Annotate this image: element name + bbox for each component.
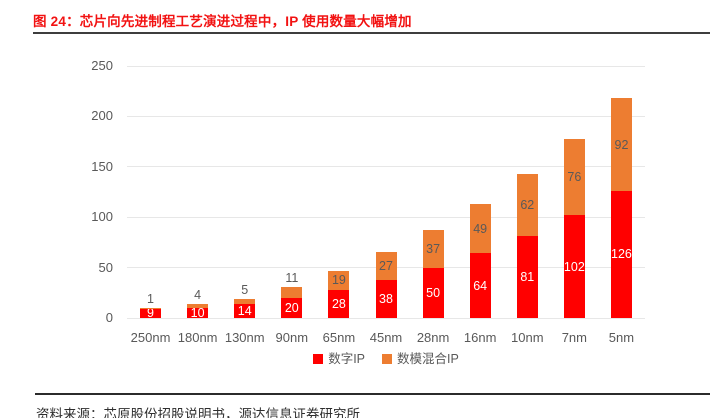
y-axis-tick-200: 200: [91, 108, 113, 124]
data-label-5nm-mixed: 92: [614, 137, 629, 152]
bar-segment-10nm-digital: [516, 236, 538, 318]
x-axis-label-16nm: 16nm: [463, 330, 497, 345]
legend-label-digital-ip: 数字IP: [328, 352, 365, 366]
bar-segment-65nm-mixed: [328, 270, 350, 290]
bar-segment-250nm-mixed: [140, 307, 162, 309]
bar-segment-7nm-mixed: [563, 138, 585, 216]
x-axis-label-5nm: 5nm: [608, 330, 635, 345]
title-divider: [33, 32, 710, 34]
y-axis-tick-100: 100: [91, 209, 113, 225]
data-label-7nm-digital: 102: [563, 259, 585, 274]
gridline-0: [127, 317, 645, 319]
bar-segment-65nm-digital: [328, 289, 350, 318]
chart-legend: 数字IP 数模混合IP: [127, 352, 645, 366]
bar-segment-28nm-mixed: [422, 230, 444, 268]
gridline-100: [127, 216, 645, 218]
data-label-28nm-mixed: 37: [426, 241, 441, 256]
bar-segment-130nm-mixed: [234, 298, 256, 304]
bar-segment-45nm-mixed: [375, 252, 397, 280]
x-axis-label-7nm: 7nm: [561, 330, 587, 345]
gridline-200: [127, 115, 645, 117]
bar-segment-5nm-mixed: [610, 98, 632, 191]
bar-segment-16nm-mixed: [469, 204, 491, 254]
x-axis-label-130nm: 130nm: [224, 330, 265, 345]
x-axis-label-90nm: 90nm: [275, 330, 309, 345]
data-label-90nm-digital: 20: [284, 300, 299, 315]
y-axis-tick-0: 0: [105, 310, 113, 325]
bar-segment-45nm-digital: [375, 279, 397, 318]
bar-segment-90nm-digital: [281, 297, 303, 318]
data-label-45nm-mixed: 27: [379, 259, 393, 274]
x-axis-label-45nm: 45nm: [369, 330, 403, 345]
data-label-65nm-digital: 28: [331, 296, 346, 311]
data-label-180nm-digital: 10: [190, 305, 205, 320]
data-label-28nm-digital: 50: [426, 285, 441, 300]
data-label-16nm-digital: 64: [473, 278, 488, 293]
gridline-150: [127, 166, 645, 168]
data-label-180nm-mixed: 4: [194, 287, 202, 302]
y-axis-tick-250: 250: [91, 58, 113, 73]
legend-label-mixed-ip: 数模混合IP: [397, 352, 459, 366]
x-axis-label-180nm: 180nm: [177, 330, 218, 345]
data-label-16nm-mixed: 49: [473, 221, 488, 236]
figure-title: 图 24：芯片向先进制程工艺演进过程中，IP 使用数量大幅增加: [33, 14, 412, 29]
bar-segment-130nm-digital: [234, 303, 256, 318]
bar-segment-28nm-digital: [422, 267, 444, 318]
data-label-130nm-mixed: 5: [241, 282, 249, 297]
bar-segment-16nm-digital: [469, 253, 491, 318]
data-label-45nm-digital: 38: [379, 291, 393, 306]
gridline-250: [127, 65, 645, 67]
y-axis-tick-50: 50: [98, 259, 113, 275]
y-axis-tick-150: 150: [91, 158, 113, 174]
data-label-90nm-mixed: 11: [285, 270, 299, 285]
bar-segment-90nm-mixed: [281, 286, 303, 298]
bar-segment-7nm-digital: [563, 215, 585, 318]
bar-segment-250nm-digital: [140, 308, 162, 318]
bar-segment-10nm-mixed: [516, 173, 538, 237]
data-label-10nm-digital: 81: [520, 270, 535, 285]
bar-segment-180nm-digital: [187, 307, 209, 318]
x-axis-label-28nm: 28nm: [416, 330, 450, 345]
data-label-7nm-mixed: 76: [567, 169, 582, 184]
bar-segment-5nm-digital: [610, 190, 632, 318]
data-label-10nm-mixed: 62: [520, 198, 535, 213]
legend-item-mixed-ip: 数模混合IP: [382, 352, 459, 366]
x-axis-label-250nm: 250nm: [130, 330, 171, 345]
legend-swatch-mixed-ip: [382, 354, 392, 364]
x-axis-label-65nm: 65nm: [322, 330, 356, 345]
footer-divider: [35, 393, 710, 395]
data-label-65nm-mixed: 19: [331, 273, 346, 288]
legend-item-digital-ip: 数字IP: [313, 352, 365, 366]
data-label-250nm-digital: 9: [147, 306, 154, 321]
source-note: 资料来源：芯原股份招股说明书，源达信息证券研究所: [36, 407, 360, 418]
bar-segment-180nm-mixed: [187, 303, 209, 308]
data-label-5nm-digital: 126: [611, 247, 632, 262]
data-label-250nm-mixed: 1: [147, 291, 154, 306]
legend-swatch-digital-ip: [313, 354, 324, 364]
data-label-130nm-digital: 14: [237, 303, 252, 318]
x-axis-label-10nm: 10nm: [511, 330, 544, 345]
